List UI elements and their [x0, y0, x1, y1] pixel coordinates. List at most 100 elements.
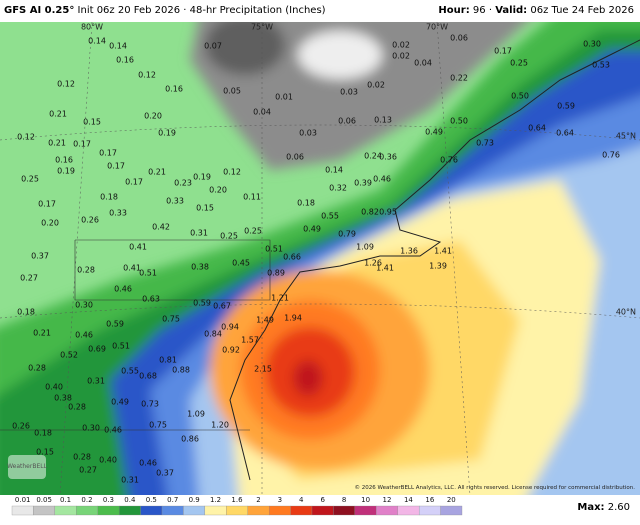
- colorbar-cell: [333, 505, 356, 516]
- colorbar-cell: [247, 505, 270, 516]
- precip-value: 0.18: [297, 199, 315, 208]
- precip-value: 0.17: [38, 200, 56, 209]
- precip-value: 0.51: [112, 342, 130, 351]
- precip-value: 0.42: [152, 223, 170, 232]
- logo: WeatherBELL: [7, 463, 48, 470]
- precip-value: 0.21: [48, 139, 66, 148]
- precip-value: 0.31: [121, 476, 139, 485]
- precip-value: 1.94: [284, 314, 302, 323]
- precip-value: 0.21: [148, 168, 166, 177]
- colorbar-label: 4: [299, 496, 304, 504]
- precip-value: 0.16: [165, 85, 183, 94]
- colorbar-cell: [290, 505, 313, 516]
- colorbar-cell: [54, 505, 77, 516]
- precip-value: 0.75: [149, 421, 167, 430]
- precip-value: 0.16: [116, 56, 134, 65]
- precip-value: 0.38: [191, 263, 209, 272]
- header: GFS AI 0.25° Init 06z 20 Feb 2026 · 48-h…: [0, 0, 640, 22]
- colorbar-cell: [11, 505, 34, 516]
- colorbar-cell: [268, 505, 291, 516]
- boundary: [74, 239, 271, 301]
- precip-value: 0.22: [450, 74, 468, 83]
- colorbar-label: 20: [447, 496, 456, 504]
- precip-value: 0.76: [602, 151, 620, 160]
- precip-value: 0.11: [243, 193, 261, 202]
- precip-value: 0.06: [338, 117, 356, 126]
- precip-value: 0.04: [414, 59, 432, 68]
- precip-value: 0.20: [41, 219, 59, 228]
- precip-value: 0.21: [33, 329, 51, 338]
- precip-value: 0.17: [73, 140, 91, 149]
- precip-value: 0.37: [31, 252, 49, 261]
- colorbar-cell: [140, 505, 163, 516]
- precip-value: 0.14: [109, 42, 127, 51]
- precip-value: 0.45: [232, 259, 250, 268]
- colorbar-label: 0.3: [103, 496, 114, 504]
- coord-label: 80°W: [81, 23, 103, 32]
- hour-label: Hour:: [438, 5, 470, 16]
- colorbar-label: 10: [361, 496, 370, 504]
- header-left: GFS AI 0.25° Init 06z 20 Feb 2026 · 48-h…: [4, 0, 326, 22]
- precip-value: 0.19: [193, 173, 211, 182]
- precip-value: 0.15: [83, 118, 101, 127]
- precip-value: 0.12: [223, 168, 241, 177]
- max: Max: 2.60: [577, 502, 630, 513]
- precip-value: 0.46: [114, 285, 132, 294]
- precip-value: 0.59: [106, 320, 124, 329]
- precip-value: 0.59: [193, 299, 211, 308]
- colorbar-label: 0.5: [146, 496, 157, 504]
- coord-label: 45°N: [616, 132, 636, 141]
- precip-value: 0.92: [222, 346, 240, 355]
- precip-value: 0.64: [528, 124, 546, 133]
- coord-label: 40°N: [616, 308, 636, 317]
- precip-value: 0.18: [34, 429, 52, 438]
- precip-value: 0.51: [139, 269, 157, 278]
- precip-value: 0.55: [121, 367, 139, 376]
- precip-value: 0.07: [204, 42, 222, 51]
- colorbar-cell: [440, 505, 463, 516]
- precip-value: 0.13: [374, 116, 392, 125]
- colorbar-cell: [376, 505, 398, 516]
- precip-value: 0.05: [223, 87, 241, 96]
- precip-value: 0.73: [141, 400, 159, 409]
- max-label: Max:: [577, 502, 605, 513]
- colorbar-label: 0.9: [189, 496, 200, 504]
- precip-value: 0.31: [190, 229, 208, 238]
- copyright: © 2026 WeatherBELL Analytics, LLC. All r…: [355, 484, 636, 491]
- precip-value: 0.33: [166, 197, 184, 206]
- colorbar-label: 3: [278, 496, 282, 504]
- precip-value: 1.41: [376, 264, 394, 273]
- precip-value: 0.02: [392, 41, 410, 50]
- precip-value: 0.28: [68, 403, 86, 412]
- colorbar-label: 1.6: [231, 496, 243, 504]
- precip-value: 1.20: [211, 421, 229, 430]
- precip-value: 0.46: [104, 426, 122, 435]
- colorbar-label: 8: [342, 496, 346, 504]
- colorbar-cell: [118, 505, 141, 516]
- precip-value: 0.04: [253, 108, 271, 117]
- separator: ·: [488, 5, 493, 16]
- graticule: [0, 22, 640, 495]
- max-value: 2.60: [607, 502, 630, 513]
- colorbar-label: 2: [256, 496, 260, 504]
- precip-value: 0.16: [55, 156, 73, 165]
- coord-label: 75°W: [251, 23, 273, 32]
- precip-value: 0.01: [275, 93, 293, 102]
- colorbar-cell: [183, 505, 206, 516]
- precip-value: 0.51: [265, 245, 283, 254]
- precip-value: 0.25: [21, 175, 39, 184]
- precip-value: 0.06: [450, 34, 468, 43]
- precip-value: 0.02: [392, 52, 410, 61]
- precip-value: 0.73: [476, 139, 494, 148]
- precip-value: 0.24: [364, 152, 382, 161]
- precip-value: 0.28: [77, 266, 95, 275]
- precip-value: 0.67: [213, 302, 231, 311]
- precip-value: 0.18: [100, 193, 118, 202]
- colorbar-label: 0.7: [167, 496, 178, 504]
- model: GFS AI 0.25°: [4, 5, 75, 16]
- precip-value: 1.49: [256, 316, 274, 325]
- precip-value: 0.06: [286, 153, 304, 162]
- colorbar-label: 0.2: [81, 496, 92, 504]
- coord-label: 70°W: [426, 23, 448, 32]
